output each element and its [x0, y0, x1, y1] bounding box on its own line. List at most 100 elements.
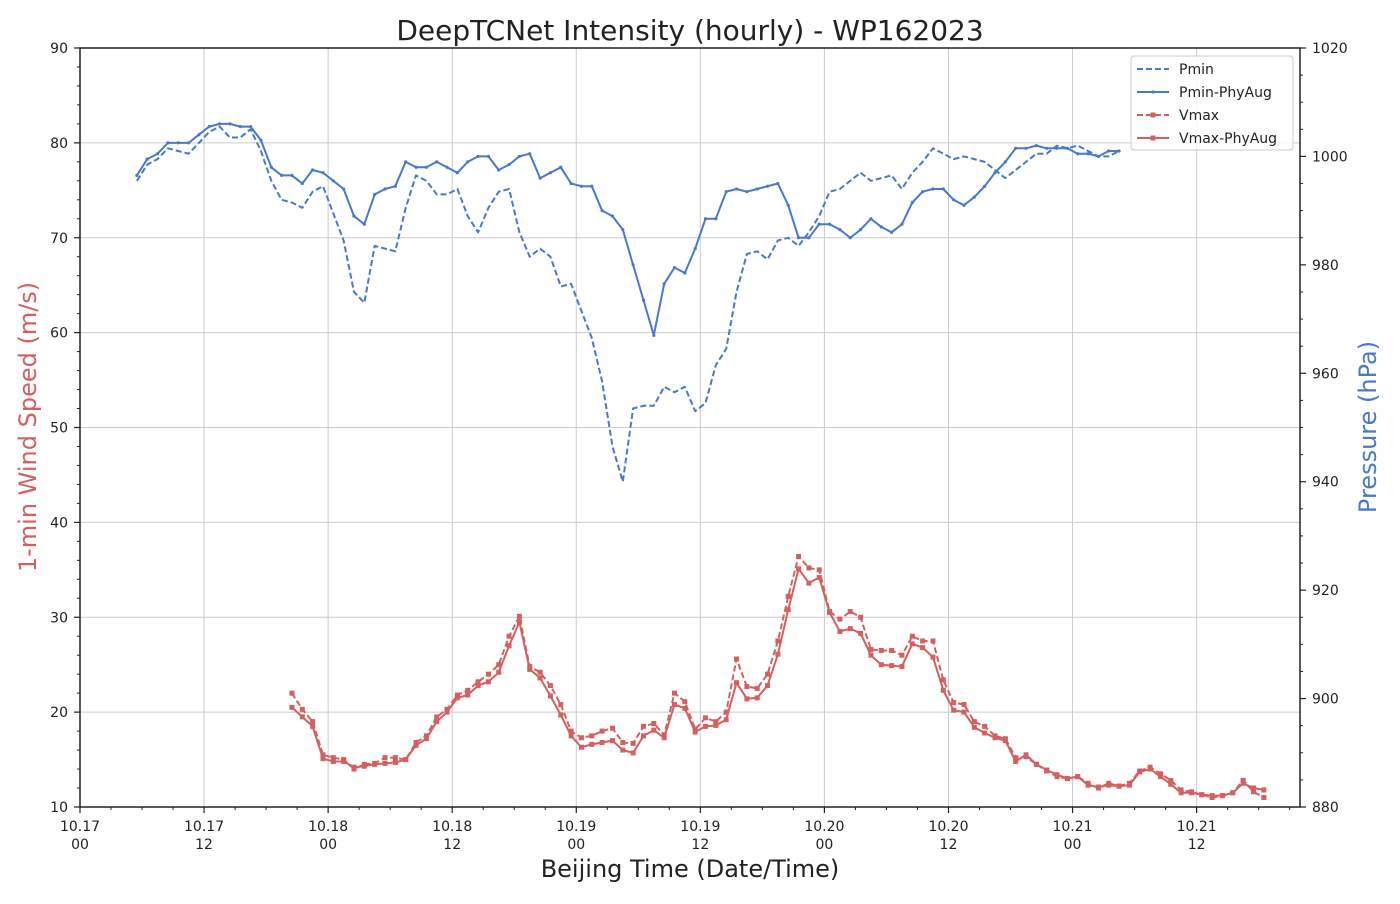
- data-point: [920, 638, 926, 644]
- data-point: [455, 171, 459, 175]
- data-point: [930, 654, 936, 660]
- data-point: [1230, 790, 1236, 796]
- data-point: [1013, 758, 1019, 764]
- data-point: [1219, 793, 1225, 799]
- data-point: [558, 712, 564, 718]
- data-point: [630, 740, 636, 746]
- data-point: [506, 643, 512, 649]
- data-point: [714, 217, 718, 221]
- data-point: [1054, 772, 1060, 778]
- legend-label: Vmax: [1179, 108, 1219, 124]
- data-point: [744, 696, 750, 702]
- data-point: [382, 755, 388, 761]
- data-point: [548, 171, 553, 175]
- data-point: [971, 719, 977, 725]
- data-point: [1116, 783, 1122, 789]
- data-point: [599, 739, 605, 745]
- data-point: [754, 695, 760, 701]
- x-tick-label-date: 10.20: [804, 819, 844, 835]
- data-point: [1055, 146, 1059, 150]
- legend-item: Pmin-PhyAug: [1137, 85, 1272, 101]
- data-point: [838, 228, 842, 232]
- x-tick-label-hour: 00: [815, 837, 833, 853]
- data-point: [920, 645, 926, 651]
- data-point: [392, 755, 398, 761]
- data-point: [413, 742, 419, 748]
- data-point: [1033, 761, 1039, 767]
- data-point: [589, 733, 595, 739]
- data-point: [155, 152, 160, 156]
- series-line: [136, 122, 1120, 337]
- data-point: [465, 692, 471, 698]
- data-point: [785, 593, 791, 599]
- data-point: [1261, 795, 1267, 801]
- series-pmin-phyaug: [135, 122, 1121, 337]
- data-point: [1002, 738, 1008, 744]
- data-point: [982, 730, 988, 736]
- data-point: [806, 580, 812, 586]
- data-point: [940, 687, 946, 693]
- data-point: [331, 179, 335, 183]
- data-point: [1013, 755, 1019, 761]
- x-tick-label-date: 10.21: [1052, 819, 1092, 835]
- data-point: [899, 664, 905, 670]
- data-point: [630, 750, 636, 756]
- data-point: [1178, 787, 1184, 793]
- y-left-tick-label: 10: [50, 800, 68, 816]
- data-point: [1188, 790, 1194, 796]
- data-point: [424, 165, 428, 169]
- data-point: [796, 566, 802, 572]
- y-left-tick-label: 80: [50, 136, 68, 152]
- series-pmin: [136, 125, 1120, 483]
- data-point: [723, 717, 729, 723]
- data-point: [445, 165, 449, 169]
- data-point: [466, 160, 470, 164]
- x-tick-label-hour: 12: [940, 837, 958, 853]
- data-point: [1106, 782, 1112, 788]
- data-point: [1076, 152, 1080, 156]
- data-point: [775, 651, 781, 657]
- y-right-tick-label: 980: [1312, 258, 1339, 274]
- data-point: [289, 704, 295, 710]
- data-point: [485, 671, 491, 677]
- data-point: [890, 230, 894, 234]
- data-point: [454, 692, 460, 698]
- grid: [79, 48, 1300, 807]
- data-point: [847, 609, 853, 615]
- data-point: [972, 195, 976, 199]
- series-line: [291, 567, 1264, 797]
- data-point: [528, 152, 532, 156]
- data-point: [579, 184, 584, 188]
- data-point: [992, 735, 998, 741]
- data-point: [1045, 146, 1049, 150]
- data-point: [1117, 149, 1121, 153]
- data-point: [754, 685, 760, 691]
- data-point: [589, 741, 595, 747]
- data-point: [538, 176, 542, 180]
- data-point: [662, 282, 666, 286]
- data-point: [414, 165, 418, 169]
- data-point: [993, 171, 997, 175]
- data-point: [475, 683, 481, 689]
- data-point: [289, 690, 295, 696]
- data-point: [734, 187, 739, 191]
- data-point: [941, 187, 945, 191]
- data-point: [311, 168, 315, 172]
- data-point: [444, 709, 450, 715]
- x-tick-label-date: 10.18: [308, 819, 348, 835]
- data-point: [516, 613, 522, 619]
- data-point: [280, 173, 284, 178]
- data-point: [837, 616, 843, 622]
- data-point: [506, 633, 512, 639]
- data-point: [703, 723, 709, 729]
- data-point: [889, 663, 895, 669]
- data-point: [320, 756, 326, 762]
- data-point: [269, 165, 273, 169]
- data-point: [951, 707, 957, 713]
- data-point: [889, 647, 895, 653]
- series-line: [136, 125, 1120, 483]
- data-point: [609, 725, 615, 731]
- data-point: [527, 666, 533, 672]
